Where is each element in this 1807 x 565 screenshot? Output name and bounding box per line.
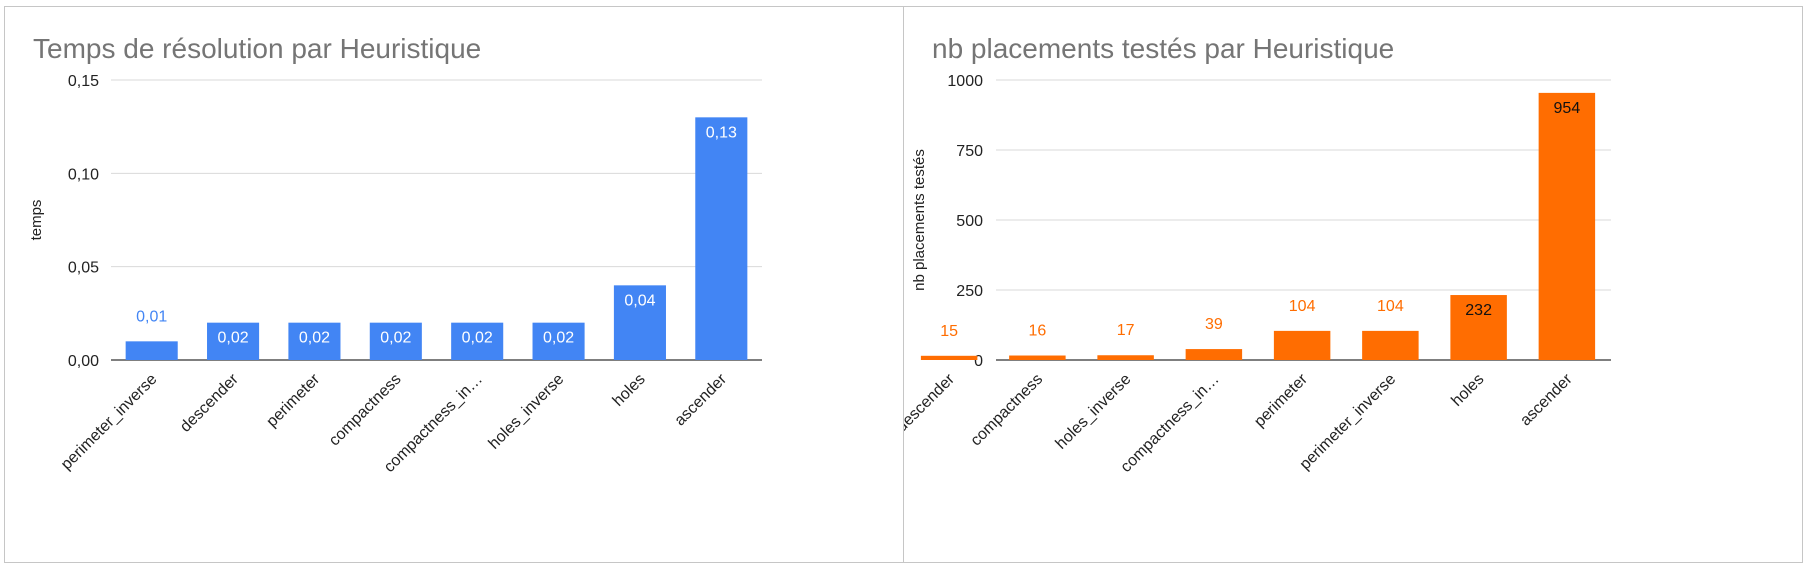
chart-placements-svg: 0 250 500 750 1000 nb placements testés 15 desc… (904, 73, 1611, 476)
temps-value-label: 0,13 (706, 124, 737, 141)
temps-value-label: 0,02 (217, 330, 248, 347)
temps-ytick-label: 0,15 (68, 73, 99, 90)
temps-category-label: perimeter (263, 370, 323, 430)
temps-category-label: ascender (672, 370, 731, 429)
temps-ytick-label: 0,00 (68, 353, 99, 370)
placements-ytick-label: 250 (956, 283, 983, 300)
placements-category-label: perimeter (1251, 370, 1311, 430)
temps-value-label: 0,02 (543, 330, 574, 347)
temps-bar (613, 285, 666, 360)
placements-ytick-label: 500 (956, 213, 983, 230)
placements-category-label: descender (904, 370, 958, 435)
temps-category-label: holes_inverse (486, 371, 568, 453)
placements-ytick-label: 0 (974, 353, 983, 370)
temps-bar (369, 322, 422, 360)
placements-value-label: 954 (1554, 100, 1581, 117)
placements-value-label: 39 (1205, 316, 1223, 333)
temps-bar (207, 322, 260, 360)
placements-bar (1097, 355, 1154, 360)
chart-panel-temps: Temps de résolution par Heuristique 0,00… (4, 6, 905, 563)
temps-value-label: 0,02 (299, 330, 330, 347)
placements-category-label: holes_inverse (1053, 371, 1135, 453)
chart-temps-svg: 0,00 0,05 0,10 0,15 temps 0,01 perimeter_inver… (28, 73, 762, 476)
temps-bar (288, 322, 341, 360)
placements-category-label: compactness_in… (1118, 371, 1223, 476)
placements-value-label: 104 (1377, 298, 1404, 315)
placements-bar (1362, 330, 1419, 360)
chart-title-temps: Temps de résolution par Heuristique (33, 33, 482, 64)
temps-value-label: 0,02 (380, 330, 411, 347)
placements-value-label: 17 (1117, 322, 1135, 339)
placements-ylabel: nb placements testés (911, 149, 928, 291)
temps-category-label: descender (177, 370, 242, 435)
placements-category-label: ascender (1517, 370, 1576, 429)
temps-value-label: 0,01 (136, 308, 167, 325)
placements-value-label: 104 (1289, 298, 1316, 315)
temps-category-label: holes (610, 371, 649, 410)
placements-bar (920, 355, 978, 360)
temps-category-label: compactness (326, 371, 405, 450)
placements-value-label: 15 (940, 323, 958, 340)
temps-bar (532, 322, 585, 360)
placements-value-label: 232 (1465, 302, 1492, 319)
placements-ytick-label: 750 (956, 143, 983, 160)
placements-category-label: holes (1448, 371, 1487, 410)
temps-bar (695, 117, 748, 360)
placements-value-label: 16 (1028, 323, 1046, 340)
placements-bar (1009, 355, 1066, 360)
temps-value-label: 0,02 (462, 330, 493, 347)
temps-ytick-label: 0,05 (68, 260, 99, 277)
placements-bar (1273, 330, 1331, 360)
placements-bar (1450, 295, 1507, 360)
chart-panel-placements: nb placements testés par Heuristique 0 25… (903, 6, 1803, 563)
placements-category-label: perimeter_inverse (1297, 371, 1400, 474)
temps-category-label: perimeter_inverse (58, 371, 161, 474)
temps-bar (451, 322, 504, 360)
chart-title-placements: nb placements testés par Heuristique (932, 33, 1395, 64)
temps-bar (125, 341, 178, 360)
temps-ylabel: temps (28, 200, 45, 241)
placements-bar (1185, 349, 1243, 360)
temps-ytick-label: 0,10 (68, 166, 99, 183)
placements-bar (1538, 92, 1596, 360)
temps-value-label: 0,04 (624, 292, 655, 309)
placements-ytick-label: 1000 (947, 73, 983, 90)
placements-category-label: compactness (968, 371, 1047, 450)
